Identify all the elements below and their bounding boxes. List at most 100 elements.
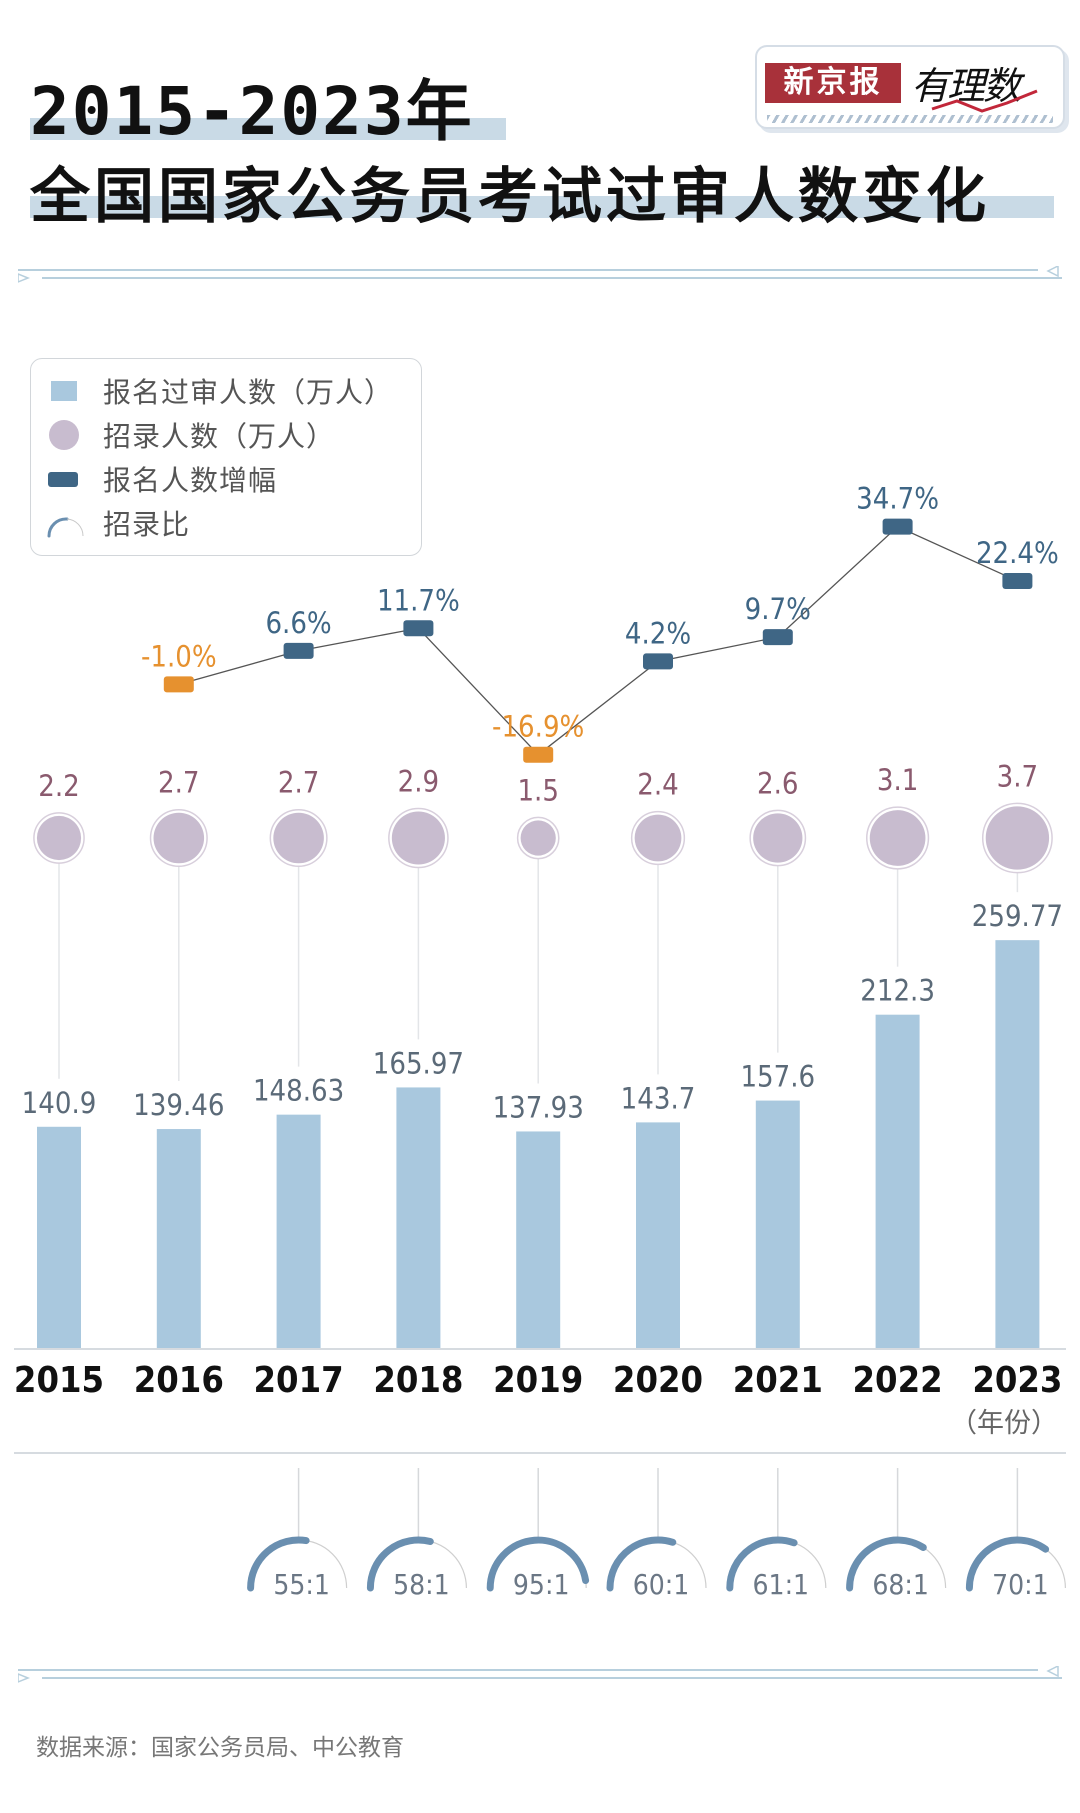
bar-value-label: 165.97	[373, 1046, 464, 1080]
gauge-value-label: 95:1	[513, 1568, 570, 1601]
growth-value-label: -1.0%	[141, 639, 217, 673]
page-title-line1: 2015-2023年	[30, 73, 474, 150]
bar	[396, 1087, 441, 1348]
chart: -1.0% 6.6% 11.7% -16.9% 4.2% 9.7% 34.7% 22.4% 1…	[14, 482, 1066, 1601]
data-source: 数据来源：国家公务员局、中公教育	[36, 1735, 404, 1761]
bar-value-label: 148.63	[253, 1074, 344, 1108]
growth-value-label: 9.7%	[745, 592, 811, 626]
growth-marker	[163, 676, 194, 693]
bubble	[634, 814, 682, 862]
logo-stripe	[767, 115, 1053, 123]
legend-item-growth: 报名人数增幅	[45, 461, 277, 497]
x-tick-label: 2022	[853, 1360, 943, 1401]
legend-label: 招录比	[103, 508, 191, 541]
gauge-fill	[606, 1536, 677, 1592]
legend-label: 报名过审人数（万人）	[103, 376, 394, 409]
bubble-value-label: 3.1	[877, 763, 918, 797]
x-tick-label: 2020	[613, 1360, 703, 1401]
gauge-value-label: 70:1	[992, 1568, 1049, 1601]
gauge-fill	[726, 1536, 798, 1592]
x-tick-label: 2019	[493, 1360, 583, 1401]
logo-brand: 新京报	[765, 63, 901, 103]
bubble	[273, 812, 324, 864]
x-tick-label: 2018	[373, 1360, 463, 1401]
circle-icon	[45, 420, 85, 450]
bars-layer: 140.9 139.46 148.63 165.97 137.93 143.7 157.6 2…	[22, 899, 1063, 1348]
bar	[37, 1126, 81, 1348]
growth-value-label: 34.7%	[856, 482, 939, 516]
bar-value-label: 139.46	[133, 1088, 224, 1122]
bubble-value-label: 2.6	[757, 766, 798, 800]
bar	[875, 1014, 920, 1348]
legend: 报名过审人数（万人） 招录人数（万人） 报名人数增幅 招录比	[30, 358, 422, 556]
bubble	[36, 815, 82, 861]
gauges-layer: 55:1 58:1 95:1 60:1 61:1 68:1 70:1	[247, 1468, 1066, 1601]
bubble-value-label: 2.4	[637, 768, 678, 802]
growth-value-label: -16.9%	[492, 710, 584, 744]
gauge-fill	[965, 1536, 1050, 1592]
growth-value-label: 6.6%	[265, 606, 331, 640]
title-highlight	[30, 196, 1054, 218]
bubble-value-label: 2.9	[398, 764, 439, 798]
x-axis-label: （年份）	[950, 1408, 1058, 1439]
bubble	[753, 813, 803, 863]
bar-value-label: 259.77	[972, 899, 1063, 933]
bubble-value-label: 3.7	[997, 759, 1038, 793]
stems-layer	[58, 857, 1019, 1084]
bar-value-label: 140.9	[22, 1086, 97, 1120]
gauge-value-label: 68:1	[872, 1568, 929, 1601]
gauge-fill	[366, 1536, 434, 1592]
divider-bottom	[18, 1666, 1062, 1683]
logo-column: 有理数	[911, 64, 1021, 108]
x-tick-label: 2023	[972, 1360, 1062, 1401]
legend-label: 招录人数（万人）	[103, 420, 336, 453]
bubble	[985, 806, 1050, 870]
growth-value-label: 4.2%	[625, 616, 691, 650]
circles-layer: 2.2 2.7 2.7 2.9 1.5 2.4 2.6 3.1 3.7	[33, 759, 1053, 874]
growth-marker	[403, 620, 434, 637]
growth-line	[178, 525, 1018, 756]
gauge-value-label: 61:1	[753, 1568, 810, 1601]
gauge-fill	[846, 1536, 927, 1592]
bar	[276, 1114, 321, 1348]
gauge-value-label: 55:1	[273, 1568, 330, 1601]
x-tick-label: 2021	[733, 1360, 823, 1401]
growth-marker	[523, 746, 554, 763]
trend-line-icon	[931, 89, 1038, 113]
growth-marker	[882, 518, 913, 535]
bubble	[153, 812, 205, 864]
divider-top	[18, 266, 1062, 283]
gauge-fill	[247, 1536, 310, 1592]
bubble	[391, 811, 445, 865]
x-tick-label: 2017	[254, 1360, 344, 1401]
growth-value-label: 22.4%	[976, 536, 1059, 570]
bubble-value-label: 2.7	[158, 766, 199, 800]
bar-value-label: 157.6	[740, 1060, 815, 1094]
gauge-fill	[486, 1536, 590, 1592]
growth-marker	[1002, 572, 1033, 589]
page-title-line2: 全国国家公务员考试过审人数变化	[30, 162, 990, 232]
rounded-rect-icon	[45, 464, 85, 494]
legend-item-bar: 报名过审人数（万人）	[45, 373, 393, 409]
bar	[755, 1100, 800, 1348]
bar-value-label: 212.3	[860, 974, 935, 1008]
x-tick-labels: 2015 2016 2017 2018 2019 2020 2021 2022 2023	[14, 1360, 1063, 1401]
bubble-value-label: 2.2	[38, 769, 79, 803]
arc-gauge-icon	[45, 508, 85, 538]
legend-label: 报名人数增幅	[103, 464, 278, 497]
legend-item-ratio: 招录比	[45, 505, 190, 541]
bar	[516, 1131, 561, 1348]
bar	[636, 1122, 680, 1348]
gauge-value-label: 60:1	[633, 1568, 690, 1601]
bubble-value-label: 2.7	[278, 766, 319, 800]
bar	[995, 940, 1040, 1348]
bar-value-label: 143.7	[621, 1081, 696, 1115]
growth-marker	[762, 629, 793, 646]
x-tick-label: 2016	[134, 1360, 224, 1401]
legend-item-circle: 招录人数（万人）	[45, 417, 335, 453]
bubble	[869, 810, 926, 866]
growth-marker	[643, 653, 673, 670]
growth-line-layer: -1.0% 6.6% 11.7% -16.9% 4.2% 9.7% 34.7% 22.4%	[141, 482, 1059, 763]
gauge-value-label: 58:1	[393, 1568, 450, 1601]
bar-square-icon	[45, 376, 85, 406]
